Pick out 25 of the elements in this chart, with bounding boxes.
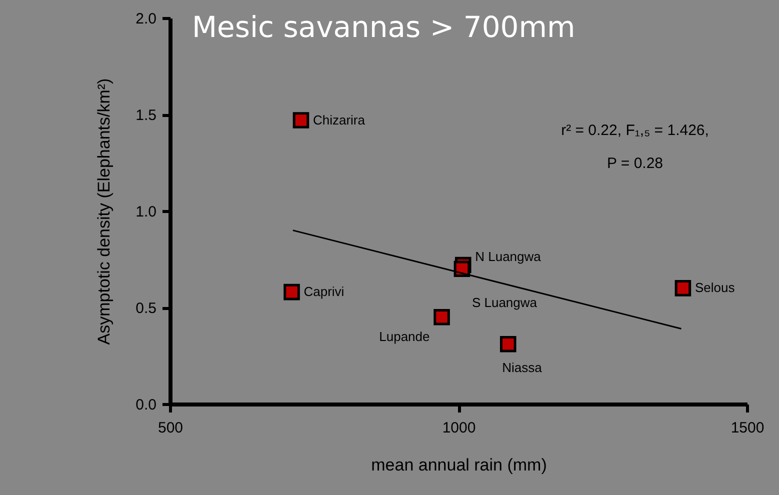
y-tick-label: 0.5 bbox=[136, 300, 156, 317]
y-axis-title: Asymptotic density (Elephants/km²) bbox=[94, 78, 114, 345]
annotation: Caprivi bbox=[304, 284, 344, 300]
point bbox=[292, 112, 310, 128]
annotation: Lupande bbox=[379, 329, 430, 344]
x-tick-label: 500 bbox=[158, 420, 184, 436]
x-tick-label: 1000 bbox=[442, 420, 476, 436]
annotation: r² = 0.22, F₁,₅ = 1.426, bbox=[561, 122, 709, 139]
x-tick-label: 1500 bbox=[730, 420, 764, 436]
y-tick-label: 0.0 bbox=[136, 396, 156, 414]
y-tick-label: 1.0 bbox=[136, 204, 156, 220]
annotation: N Luangwa bbox=[475, 249, 542, 264]
y-tick-label: 1.5 bbox=[136, 107, 156, 124]
y-tick-label: 2.0 bbox=[136, 10, 156, 28]
chart-title: Mesic savannas > 700mm bbox=[192, 10, 576, 44]
annotation: Chizarira bbox=[312, 112, 366, 128]
x-axis-title: mean annual rain (mm) bbox=[371, 456, 547, 474]
point bbox=[500, 336, 516, 352]
point bbox=[284, 284, 300, 300]
annotation: S Luangwa bbox=[472, 294, 538, 310]
point bbox=[434, 309, 450, 326]
point bbox=[674, 280, 692, 296]
annotation: P = 0.28 bbox=[606, 155, 664, 172]
annotation: Niassa bbox=[502, 360, 543, 376]
annotation: Selous bbox=[694, 280, 736, 296]
